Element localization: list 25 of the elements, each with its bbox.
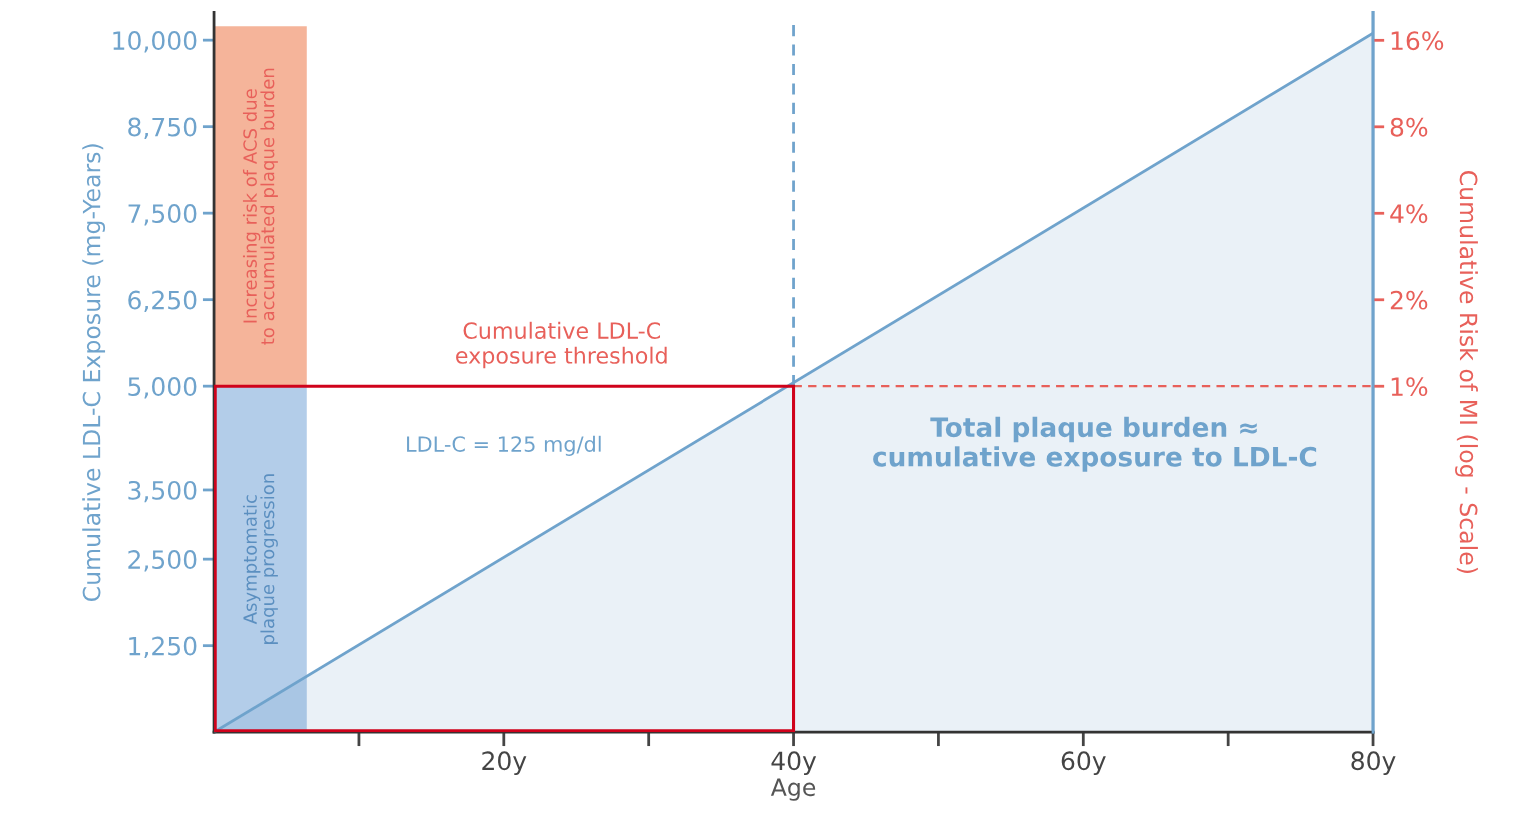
band-label: Increasing risk of ACS due to accumulated plaque burden <box>242 68 278 345</box>
y-tick-label: 10,000 <box>113 31 197 53</box>
y-tick-label: 7,500 <box>128 204 197 226</box>
y-tick-label: 1,250 <box>129 636 197 659</box>
y2-tick-label: 8% <box>1390 117 1428 137</box>
band-label: Asymptomatic plaque progression <box>242 474 278 644</box>
x-tick-label: 60y <box>1061 751 1106 776</box>
y-tick-label: 8,750 <box>128 117 197 140</box>
y-tick-label: 2,500 <box>128 550 197 572</box>
y2-tick-label: 1% <box>1391 377 1428 397</box>
series-label: LDL-C = 125 mg/dl <box>407 435 601 456</box>
annotation: Total plaque burden ≈ cumulative exposure to LDL-C <box>873 416 1317 472</box>
y2-tick-label: 4% <box>1390 204 1428 224</box>
y-tick-label: 3,500 <box>128 480 197 503</box>
ref-line-label: Cumulative LDL-C exposure threshold <box>456 321 667 369</box>
y2-axis-title: Cumulative Risk of MI (log - Scale) <box>1455 171 1478 573</box>
y-tick-label: 5,000 <box>128 377 197 399</box>
y-tick-label: 6,250 <box>128 290 197 313</box>
y-axis-title: Cumulative LDL-C Exposure (mg-Years) <box>82 144 106 602</box>
x-tick-label: 40y <box>771 751 817 776</box>
y2-tick-label: 2% <box>1390 290 1428 310</box>
x-tick-label: 80y <box>1351 751 1396 776</box>
y2-tick-label: 16% <box>1391 31 1444 51</box>
x-tick-label: 20y <box>482 751 527 776</box>
x-axis-title: Age <box>770 778 816 801</box>
